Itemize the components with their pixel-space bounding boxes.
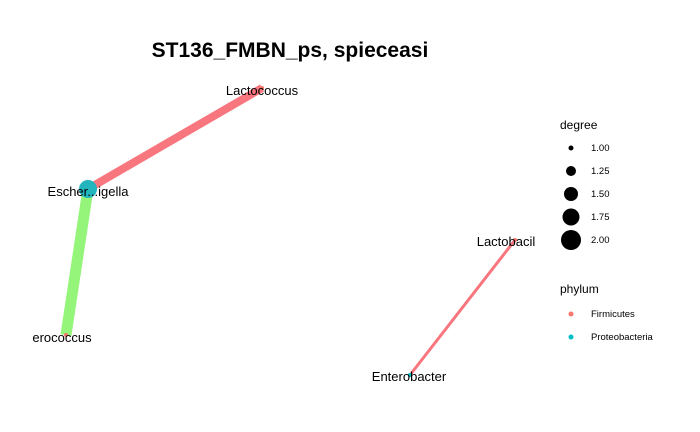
plot-title: ST136_FMBN_ps, spieceasi [152, 39, 429, 62]
nodes-layer [64, 86, 517, 377]
degree-legend-label-1: 1.00 [591, 143, 610, 154]
node-label-escherichia: Escher...igella [48, 184, 130, 199]
node-enterococcus [64, 333, 68, 337]
phylum-legend-label-proteobacteria: Proteobacteria [591, 332, 654, 343]
degree-legend-key-3 [564, 187, 578, 201]
degree-legend-key-5 [561, 230, 581, 250]
degree-legend-label-5: 2.00 [591, 235, 610, 246]
degree-legend-key-4 [562, 208, 580, 226]
node-label-enterobacter: Enterobacter [372, 369, 447, 384]
node-lactococcus [260, 86, 264, 90]
phylum-legend-key-proteobacteria [568, 334, 574, 340]
node-label-lactobacillus: Lactobacil [477, 234, 536, 249]
phylum-legend-label-firmicutes: Firmicutes [591, 309, 635, 320]
degree-legend-label-4: 1.75 [591, 212, 610, 223]
node-label-lactococcus: Lactococcus [226, 83, 299, 98]
degree-legend: degree 1.00 1.25 1.50 1.75 2.00 [560, 118, 610, 250]
edge-lactobacillus-enterobacter [408, 239, 517, 376]
node-labels-layer: Lactococcus Escher...igella erococcus La… [32, 83, 535, 384]
edges-layer [60, 84, 517, 376]
phylum-legend-key-firmicutes [568, 311, 574, 317]
node-escherichia [79, 180, 97, 198]
edge-escherichia-enterococcus [60, 188, 94, 336]
phylum-legend: phylum Firmicutes Proteobacteria [560, 282, 654, 343]
degree-legend-key-1 [568, 145, 574, 151]
degree-legend-label-2: 1.25 [591, 166, 610, 177]
node-enterobacter [408, 373, 412, 377]
degree-legend-label-3: 1.50 [591, 189, 610, 200]
node-label-enterococcus: erococcus [32, 330, 92, 345]
edge-escherichia-lactococcus [85, 84, 265, 193]
node-lactobacillus [513, 238, 517, 242]
degree-legend-key-2 [566, 166, 576, 176]
degree-legend-title: degree [560, 118, 598, 132]
phylum-legend-title: phylum [560, 282, 599, 296]
